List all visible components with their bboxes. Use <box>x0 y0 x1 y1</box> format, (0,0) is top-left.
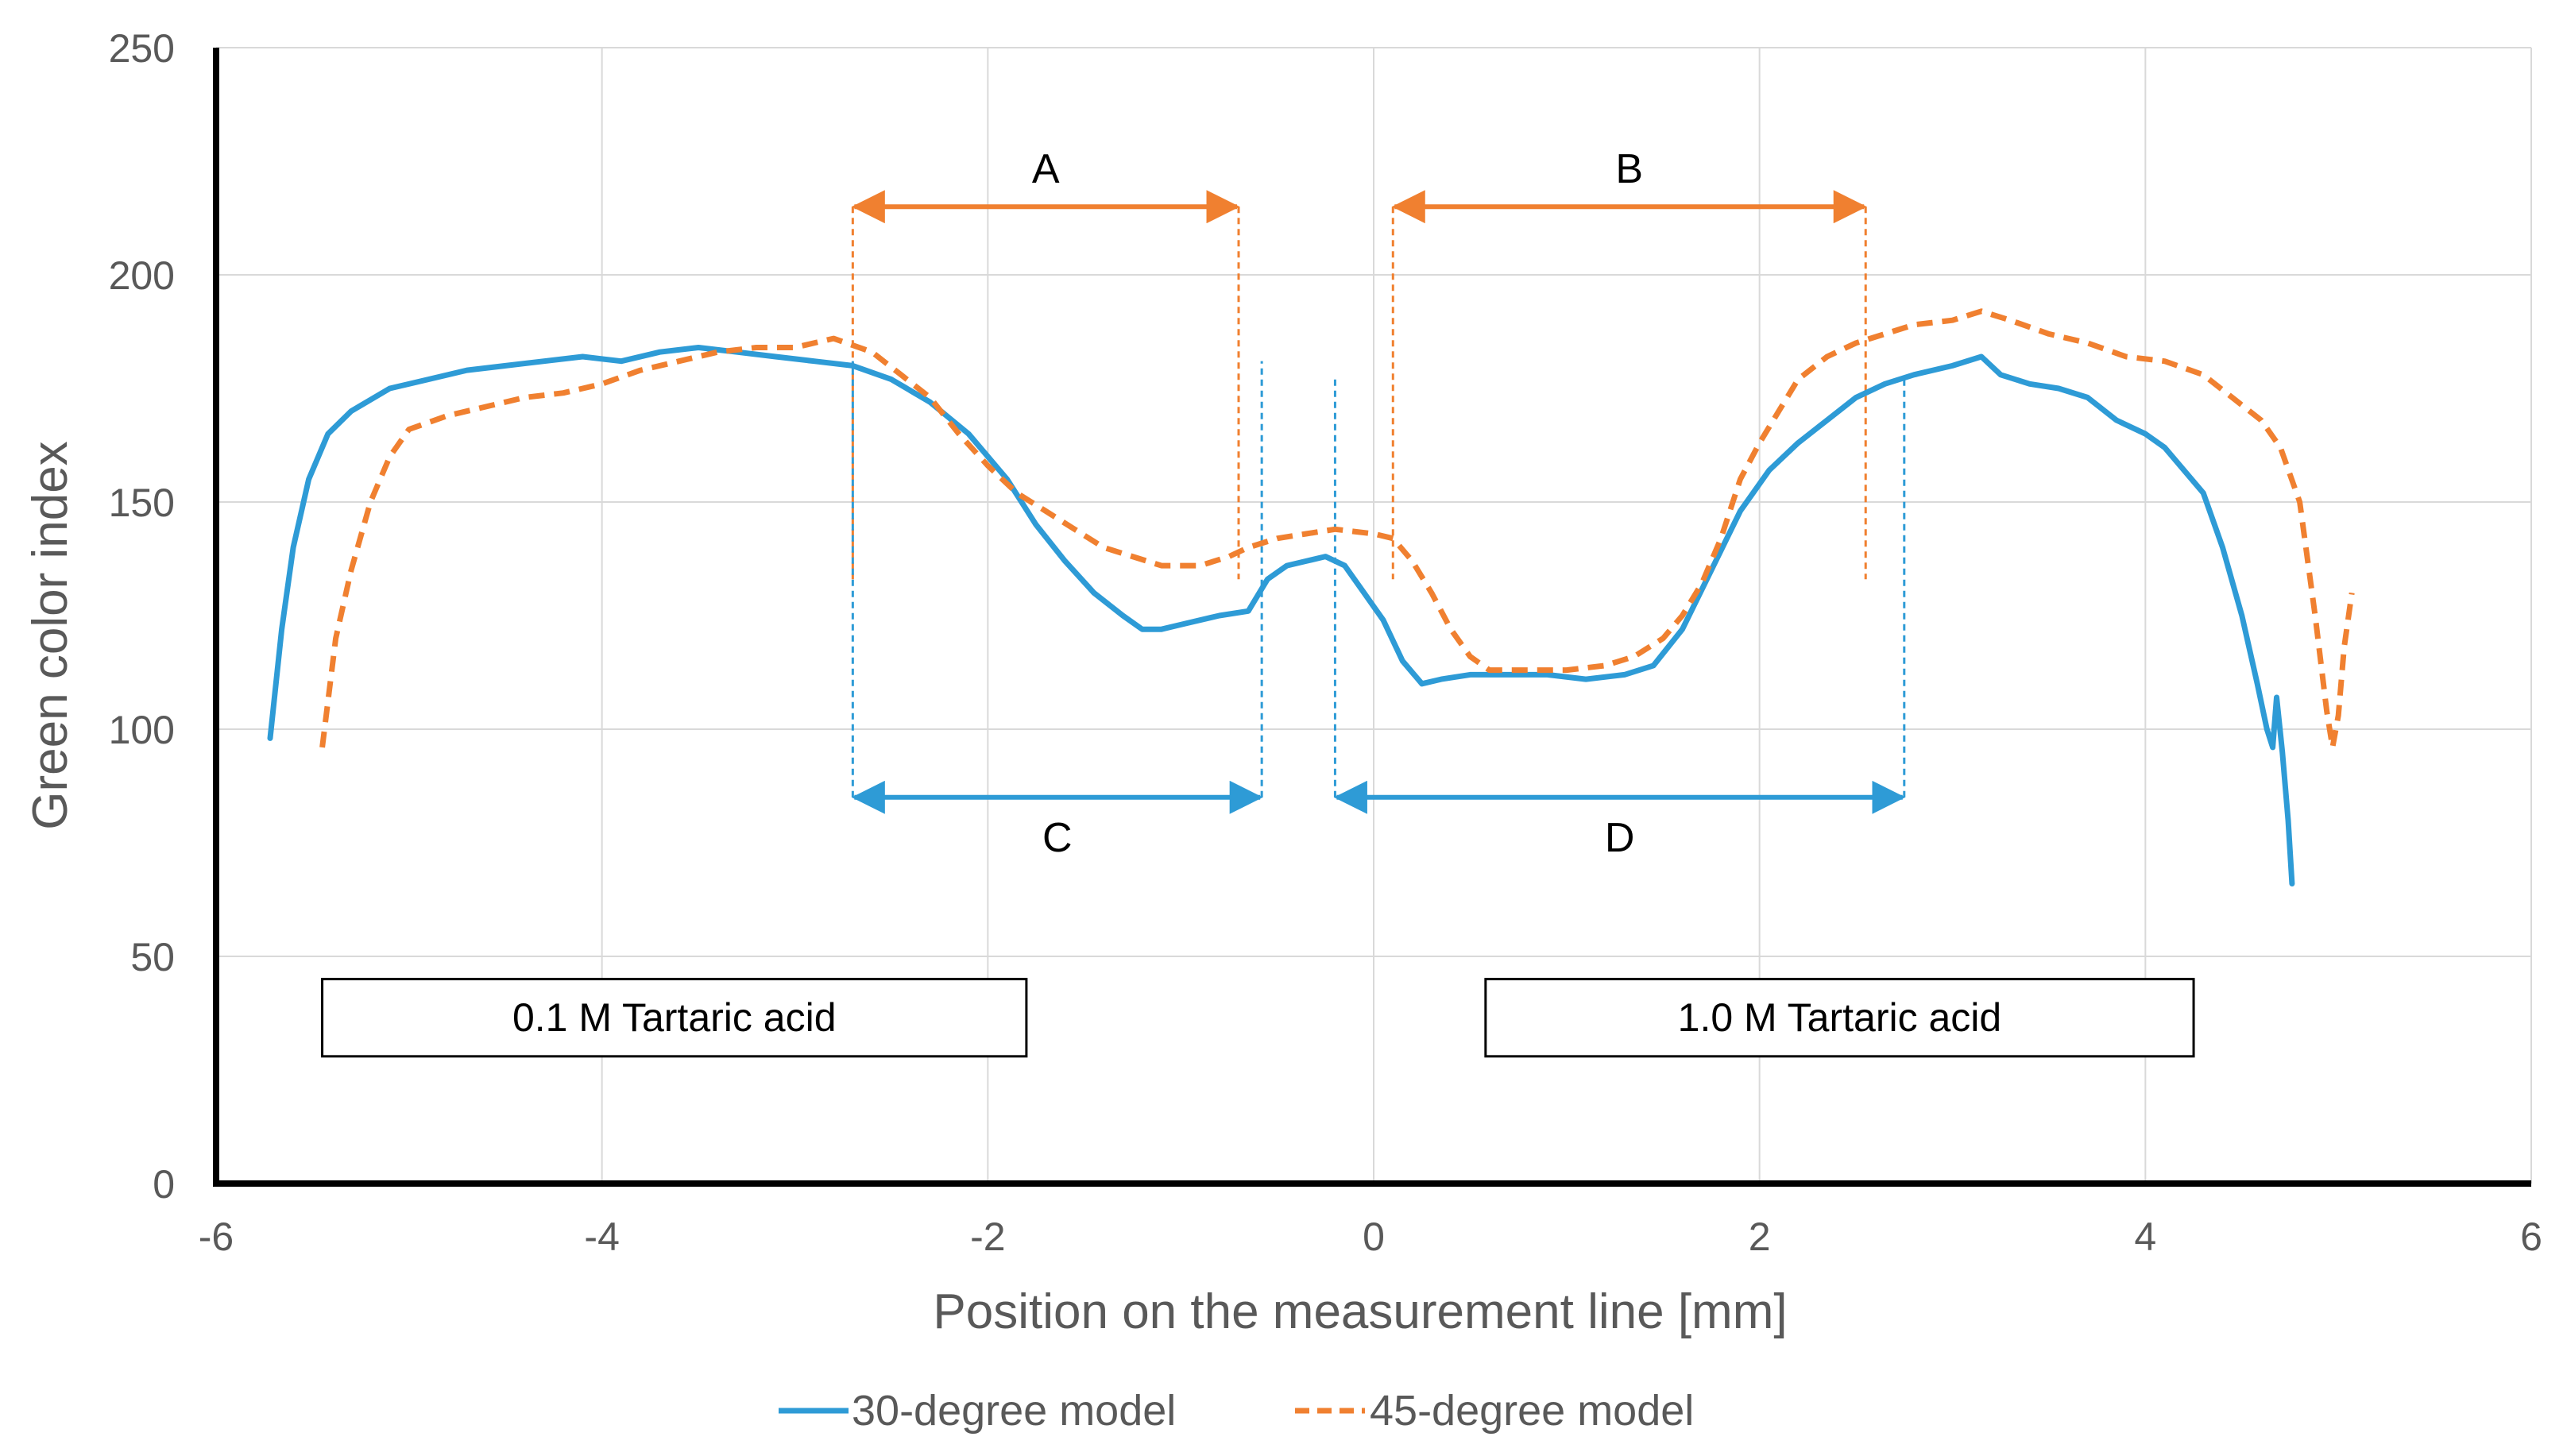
axes <box>213 48 2531 1187</box>
legend: 30-degree model 45-degree model <box>779 1387 1694 1435</box>
series-line-30-degree <box>267 345 2295 886</box>
y-axis-title: Green color index <box>23 441 78 829</box>
legend-label-45-degree: 45-degree model <box>1370 1387 1694 1435</box>
x-tick-label: 6 <box>2520 1215 2542 1259</box>
x-tick-label: -4 <box>584 1215 619 1259</box>
series-line-45-degree <box>319 308 2355 751</box>
concentration-boxes: 0.1 M Tartaric acid 1.0 M Tartaric acid <box>321 978 2195 1058</box>
y-tick-label: 250 <box>109 26 175 71</box>
region-annotations: A B C D <box>851 146 1906 861</box>
concentration-box-2 <box>1484 978 2195 1058</box>
concentration-box-label: 0.1 M Tartaric acid <box>512 995 837 1040</box>
concentration-box-label: 1.0 M Tartaric acid <box>1678 995 2002 1040</box>
y-tick-label: 50 <box>130 935 175 979</box>
concentration-box-1 <box>321 978 1028 1058</box>
x-tick-label: 0 <box>1363 1215 1385 1259</box>
y-tick-label: 200 <box>109 253 175 298</box>
x-tick-label: 2 <box>1749 1215 1771 1259</box>
x-tick-label: -2 <box>970 1215 1005 1259</box>
x-axis-title: Position on the measurement line [mm] <box>933 1284 1787 1339</box>
annotation-label-B: B <box>1615 146 1643 192</box>
y-tick-label: 150 <box>109 481 175 525</box>
y-tick-label: 100 <box>109 708 175 752</box>
annotation-label-C: C <box>1042 815 1073 861</box>
annotation-label-D: D <box>1605 815 1635 861</box>
tick-labels: 0 50 100 150 200 250 -6 -4 -2 0 2 4 6 <box>109 26 2542 1259</box>
legend-label-30-degree: 30-degree model <box>852 1387 1176 1435</box>
annotation-label-A: A <box>1032 146 1060 192</box>
y-tick-label: 0 <box>153 1162 175 1207</box>
data-series <box>267 308 2355 886</box>
x-tick-label: 4 <box>2134 1215 2156 1259</box>
x-tick-label: -6 <box>199 1215 234 1259</box>
